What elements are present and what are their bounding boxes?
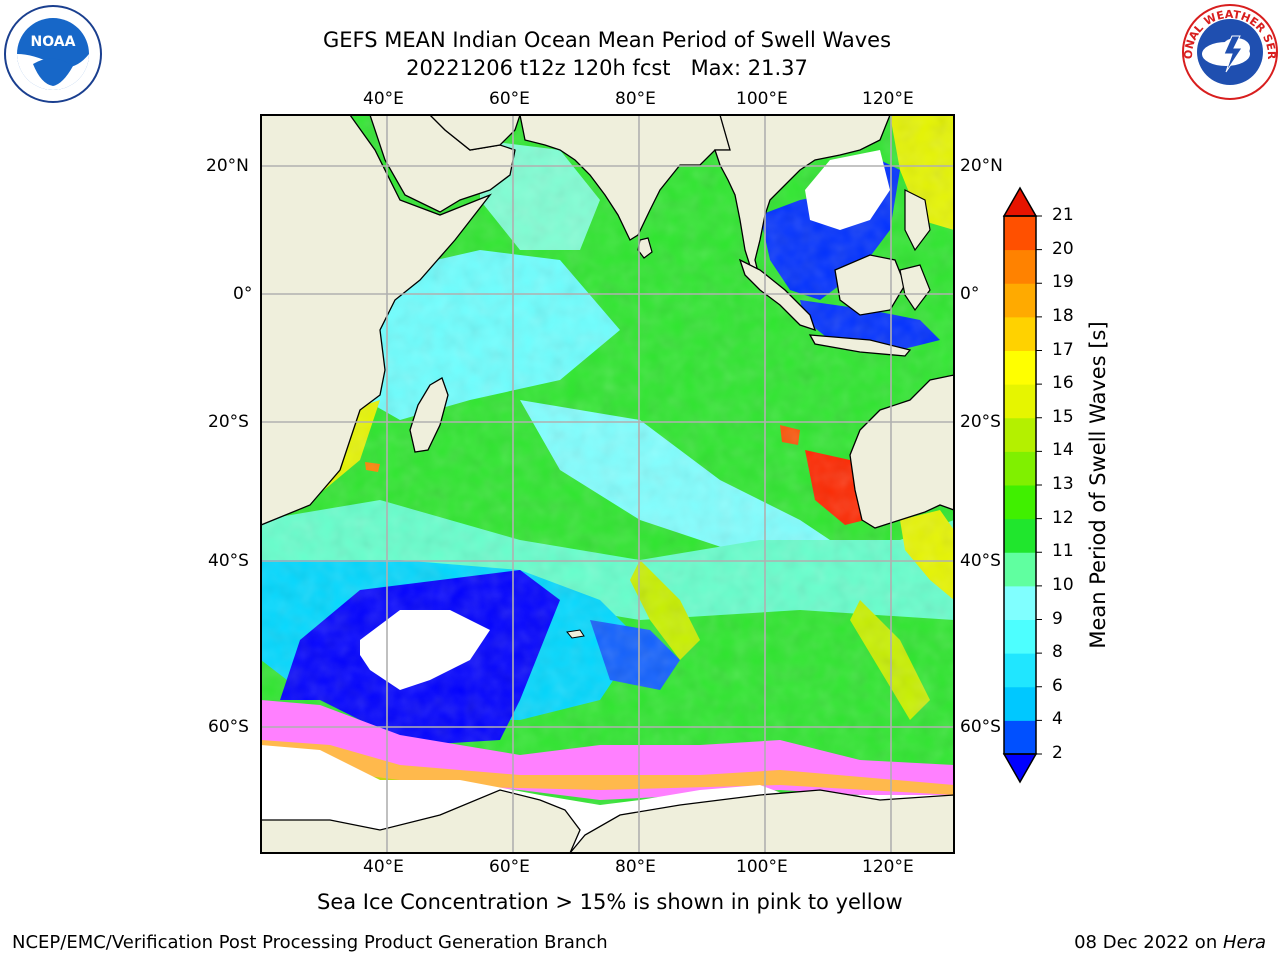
lon-label-top-40e: 40°E: [363, 89, 404, 109]
colorbar-tick-label: 20: [1052, 238, 1074, 259]
lon-label-top-60e: 60°E: [489, 89, 530, 109]
colorbar-tick-label: 19: [1052, 272, 1074, 293]
lat-label-right-20n: 20°N: [960, 156, 1003, 176]
nws-logo: NATIONAL WEATHER SERVICE: [1180, 2, 1278, 100]
land-madagascar: [409, 377, 449, 453]
lon-label-bottom-60e: 60°E: [489, 857, 530, 877]
lat-label-right-60s: 60°S: [960, 717, 1001, 737]
footer-date-text: 08 Dec 2022 on: [1074, 932, 1223, 953]
lat-label-left-0: 0°: [233, 284, 253, 304]
colorbar-tick-label: 15: [1052, 406, 1074, 427]
no-data-patch-south: [360, 610, 490, 690]
sea-ice-note-text: Sea Ice Concentration > 15% is shown in …: [317, 890, 903, 914]
colorbar-tick-label: 6: [1052, 675, 1063, 696]
land-kerguelen: [566, 629, 585, 639]
footer-machine: Hera: [1222, 932, 1266, 953]
sea-ice-note: Sea Ice Concentration > 15% is shown in …: [317, 890, 903, 914]
lon-label-bottom-100e: 100°E: [736, 857, 788, 877]
lon-label-bottom-80e: 80°E: [615, 857, 656, 877]
colorbar-label: Mean Period of Swell Waves [s]: [1086, 321, 1110, 649]
colorbar-tick-label: 17: [1052, 339, 1074, 360]
lon-label-bottom-40e: 40°E: [363, 857, 404, 877]
lon-label-bottom-120e: 120°E: [862, 857, 914, 877]
land-se-asia: [714, 115, 891, 283]
lat-label-right-20s: 20°S: [960, 412, 1001, 432]
land-philippines: [904, 189, 931, 252]
land-iran: [429, 115, 521, 151]
noaa-text: NOAA: [31, 34, 76, 50]
title-line-1: GEFS MEAN Indian Ocean Mean Period of Sw…: [322, 28, 892, 52]
land-sumatra: [738, 258, 817, 332]
land-antarctica-west: [261, 789, 581, 853]
lon-label-top-120e: 120°E: [862, 89, 914, 109]
colorbar-tick-label: 4: [1052, 709, 1063, 730]
no-data-patch-scs: [805, 150, 890, 230]
map-field: [261, 115, 954, 853]
noaa-logo: NOAA: [4, 5, 102, 103]
colorbar-tick-label: 11: [1052, 541, 1074, 562]
lat-label-right-40s: 40°S: [960, 551, 1001, 571]
colorbar-tick-label: 16: [1052, 373, 1074, 394]
land-australia: [849, 374, 954, 529]
land-sulawesi: [899, 264, 931, 312]
lat-label-left-60s: 60°S: [208, 717, 249, 737]
chart-title: GEFS MEAN Indian Ocean Mean Period of Sw…: [0, 26, 1214, 82]
land-java: [808, 334, 912, 357]
title-line-2: 20221206 t12z 120h fcst Max: 21.37: [406, 56, 808, 80]
colorbar-tick-label: 12: [1052, 507, 1074, 528]
colorbar-tick-label: 8: [1052, 642, 1063, 663]
lat-label-right-0: 0°: [960, 284, 980, 304]
lat-label-left-40s: 40°S: [208, 551, 249, 571]
map-gridlines: [261, 115, 954, 853]
lon-label-top-100e: 100°E: [736, 89, 788, 109]
lat-label-left-20s: 20°S: [208, 412, 249, 432]
lon-label-top-80e: 80°E: [615, 89, 656, 109]
colorbar-tick-label: 18: [1052, 305, 1074, 326]
footer-credit: NCEP/EMC/Verification Post Processing Pr…: [12, 932, 608, 953]
map-frame: [260, 114, 955, 854]
lat-label-left-20n: 20°N: [206, 156, 249, 176]
footer-date: 08 Dec 2022 on Hera: [1074, 932, 1266, 953]
colorbar-tick-label: 10: [1052, 574, 1074, 595]
colorbar-tick-label: 9: [1052, 608, 1063, 629]
land-borneo: [834, 254, 906, 316]
colorbar-tick-label: 2: [1052, 743, 1063, 763]
colorbar-tick-label: 21: [1052, 205, 1074, 225]
colorbar-tick-label: 14: [1052, 440, 1074, 461]
colorbar-tick-label: 13: [1052, 474, 1074, 494]
land-antarctica-east: [569, 789, 954, 853]
